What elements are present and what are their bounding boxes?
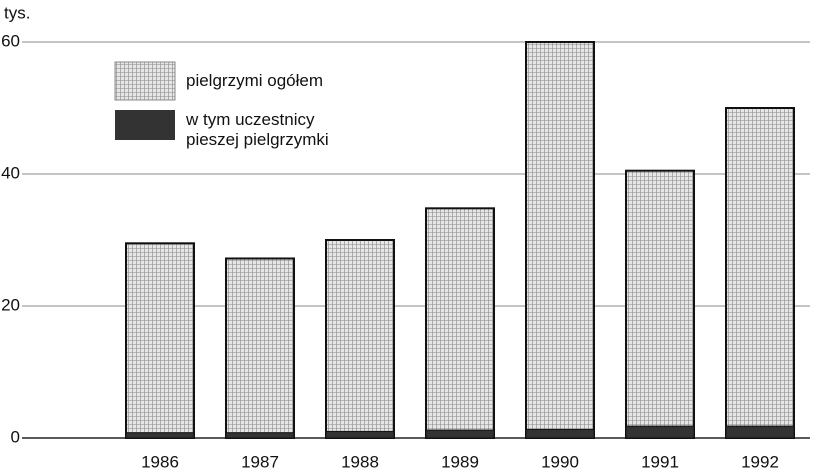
bar-total <box>125 242 195 439</box>
bar-walking <box>625 425 695 439</box>
bar-total <box>225 257 295 440</box>
legend-label: pielgrzymi ogółem <box>186 71 323 90</box>
bar-walking <box>425 429 495 439</box>
x-tick-label: 1988 <box>341 452 379 471</box>
bar-walking <box>725 425 795 439</box>
bar-total <box>525 41 595 439</box>
x-tick-label: 1991 <box>641 452 679 471</box>
legend-swatch <box>115 110 175 140</box>
bar-total <box>625 169 695 439</box>
y-tick-label: 20 <box>1 295 20 314</box>
bar-walking <box>525 428 595 439</box>
x-tick-label: 1987 <box>241 452 279 471</box>
legend-entry: pielgrzymi ogółem <box>186 71 323 90</box>
bar-total <box>325 239 395 439</box>
bar-walking <box>125 432 195 439</box>
bar-total <box>425 207 495 439</box>
bar-total <box>725 107 795 439</box>
legend-entry: w tym uczestnicy pieszej pielgrzymki <box>186 110 329 149</box>
legend-label: w tym uczestnicy pieszej pielgrzymki <box>186 110 329 149</box>
legend-swatch <box>114 61 176 101</box>
y-tick-label: 0 <box>11 427 20 446</box>
x-tick-label: 1992 <box>741 452 779 471</box>
y-axis-label: tys. <box>4 3 30 22</box>
bar-walking <box>225 432 295 439</box>
y-tick-label: 40 <box>1 163 20 182</box>
bar-walking <box>325 430 395 439</box>
y-tick-label: 60 <box>1 31 20 50</box>
x-tick-label: 1989 <box>441 452 479 471</box>
x-tick-label: 1990 <box>541 452 579 471</box>
x-tick-label: 1986 <box>141 452 179 471</box>
